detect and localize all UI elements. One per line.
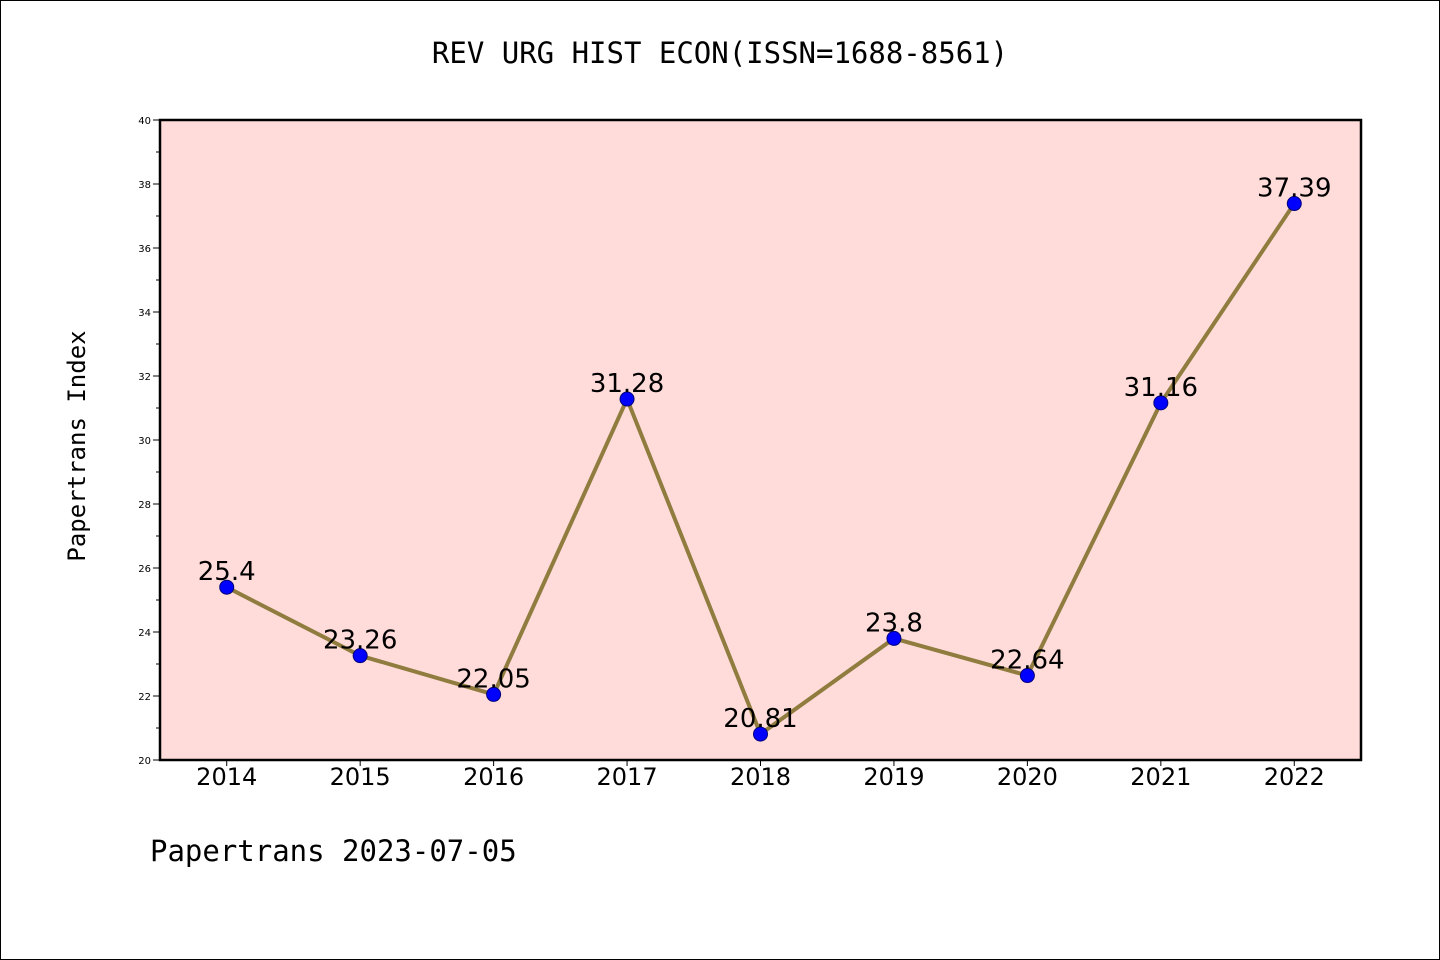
footer-note: Papertrans 2023-07-05 [150, 834, 517, 868]
data-point [886, 630, 902, 646]
chart-title: REV URG HIST ECON(ISSN=1688-8561) [431, 36, 1009, 70]
data-point [1153, 395, 1169, 411]
y-tick-label: 32 [138, 372, 151, 383]
x-tick-label: 2018 [730, 763, 791, 791]
y-tick-label: 38 [138, 180, 151, 191]
y-tick-label: 26 [138, 564, 151, 575]
data-label: 22.64 [990, 646, 1064, 676]
data-label: 22.05 [456, 664, 530, 694]
data-label: 31.28 [590, 369, 664, 399]
data-label: 25.4 [198, 557, 256, 587]
x-tick-label: 2020 [997, 763, 1058, 791]
y-tick-label: 22 [138, 692, 151, 703]
y-tick-label: 36 [138, 244, 151, 255]
plot-border [158, 118, 1363, 762]
x-tick-label: 2017 [597, 763, 658, 791]
x-tick-label: 2015 [330, 763, 391, 791]
y-tick-label: 20 [138, 756, 151, 767]
x-tick-label: 2016 [463, 763, 524, 791]
x-tick-label: 2014 [196, 763, 257, 791]
y-tick-label: 34 [138, 308, 151, 319]
x-tick-label: 2021 [1130, 763, 1191, 791]
data-label: 31.16 [1124, 373, 1198, 403]
y-tick-label: 24 [138, 628, 151, 639]
x-tick-label: 2022 [1264, 763, 1325, 791]
data-point [352, 648, 368, 664]
x-tick-label: 2019 [863, 763, 924, 791]
y-tick-label: 28 [138, 500, 151, 511]
data-point [619, 391, 635, 407]
data-point [219, 579, 235, 595]
data-label: 23.26 [323, 626, 397, 656]
data-point [1019, 668, 1035, 684]
y-tick-label: 40 [138, 116, 151, 127]
data-label: 20.81 [723, 704, 797, 734]
y-tick-label: 30 [138, 436, 151, 447]
data-point [1286, 196, 1302, 212]
data-point [486, 686, 502, 702]
data-label: 37.39 [1257, 174, 1331, 204]
plot-background [160, 120, 1361, 760]
data-point [753, 726, 768, 742]
data-label: 23.8 [865, 608, 923, 638]
